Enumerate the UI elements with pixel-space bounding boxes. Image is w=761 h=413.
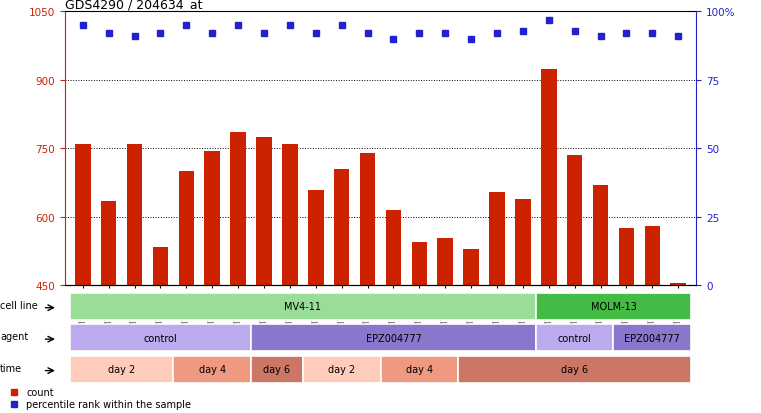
Bar (153, 247, 168, 286)
Bar (645, 227, 660, 286)
Bar (75, 145, 91, 286)
Text: percentile rank within the sample: percentile rank within the sample (27, 399, 192, 409)
Bar (308, 190, 323, 286)
Text: MV4-11: MV4-11 (285, 301, 321, 311)
Bar (458, 356, 691, 382)
Bar (463, 249, 479, 286)
Bar (489, 192, 505, 286)
Text: control: control (144, 333, 177, 343)
Bar (205, 152, 220, 286)
Text: EPZ004777: EPZ004777 (365, 333, 422, 343)
Bar (70, 325, 251, 351)
Text: GDS4290 / 204634_at: GDS4290 / 204634_at (65, 0, 202, 11)
Text: day 6: day 6 (561, 364, 588, 374)
Text: day 4: day 4 (199, 364, 226, 374)
Bar (380, 356, 458, 382)
Bar (256, 138, 272, 286)
Text: day 2: day 2 (328, 364, 355, 374)
Text: agent: agent (0, 331, 28, 341)
Bar (251, 325, 536, 351)
Bar (438, 238, 453, 286)
Text: time: time (0, 363, 22, 373)
Bar (101, 202, 116, 286)
Bar (541, 69, 556, 286)
Bar (174, 356, 251, 382)
Bar (670, 283, 686, 286)
Text: control: control (558, 333, 591, 343)
Bar (70, 356, 174, 382)
Text: day 2: day 2 (108, 364, 135, 374)
Bar (593, 185, 608, 286)
Bar (282, 145, 298, 286)
Bar (386, 211, 401, 286)
Text: count: count (27, 387, 54, 397)
Bar (231, 133, 246, 286)
Bar (360, 154, 375, 286)
Bar (179, 172, 194, 286)
Text: day 6: day 6 (263, 364, 291, 374)
Bar (536, 325, 613, 351)
Text: EPZ004777: EPZ004777 (624, 333, 680, 343)
Bar (515, 199, 530, 286)
Bar (303, 356, 380, 382)
Bar (127, 145, 142, 286)
Text: day 4: day 4 (406, 364, 433, 374)
Bar (251, 356, 303, 382)
Text: MOLM-13: MOLM-13 (591, 301, 636, 311)
Bar (412, 242, 427, 286)
Bar (536, 293, 691, 320)
Bar (334, 170, 349, 286)
Bar (619, 229, 634, 286)
Bar (567, 156, 582, 286)
Bar (70, 293, 536, 320)
Bar (613, 325, 691, 351)
Text: cell line: cell line (0, 300, 38, 310)
